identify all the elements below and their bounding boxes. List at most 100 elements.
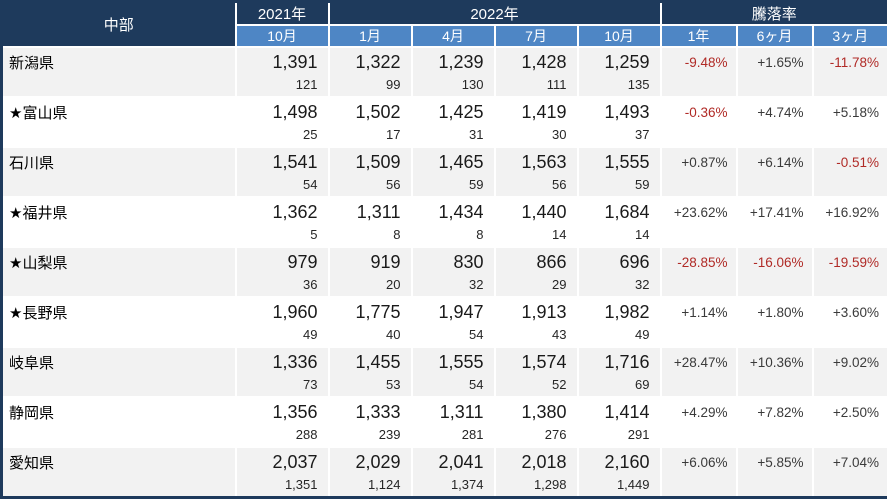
header-row-years: 中部 2021年 2022年 騰落率 — [2, 2, 887, 26]
price-value: 2,018 — [496, 448, 567, 476]
price-value: 1,336 — [237, 348, 318, 376]
price-subvalue: 17 — [330, 126, 401, 146]
change-percent-3mo: -0.51% — [813, 147, 887, 197]
table-row: ★福井県 1,362 5 1,311 8 1,434 8 1,440 14 1,… — [2, 197, 887, 247]
price-value: 1,982 — [579, 298, 650, 326]
price-subvalue: 40 — [330, 326, 401, 346]
price-subvalue: 43 — [496, 326, 567, 346]
change-percent-6mo: +1.65% — [737, 47, 813, 97]
price-subvalue: 14 — [579, 226, 650, 246]
price-subvalue: 54 — [413, 376, 484, 396]
price-subvalue: 73 — [237, 376, 318, 396]
prefecture-name: ★長野県 — [2, 297, 236, 347]
price-subvalue: 52 — [496, 376, 567, 396]
price-subvalue: 30 — [496, 126, 567, 146]
price-cell-2022-jan: 1,311 8 — [329, 197, 412, 247]
change-percent-6mo: +17.41% — [737, 197, 813, 247]
price-subvalue: 69 — [579, 376, 650, 396]
price-subvalue: 130 — [413, 76, 484, 96]
price-value: 1,434 — [413, 198, 484, 226]
price-cell-2022-jul: 1,440 14 — [495, 197, 578, 247]
change-percent-1yr: -28.85% — [661, 247, 737, 297]
change-percent-1yr: +4.29% — [661, 397, 737, 447]
price-value: 1,493 — [579, 98, 650, 126]
price-cell-2022-apr: 1,465 59 — [412, 147, 495, 197]
price-cell-2022-jul: 866 29 — [495, 247, 578, 297]
price-subvalue: 37 — [579, 126, 650, 146]
table-row: ★山梨県 979 36 919 20 830 32 866 29 696 32 … — [2, 247, 887, 297]
prefecture-name: ★富山県 — [2, 97, 236, 147]
price-value: 1,239 — [413, 48, 484, 76]
price-cell-2021-oct: 1,541 54 — [236, 147, 329, 197]
price-subvalue: 1,449 — [579, 476, 650, 496]
col-2022-apr: 4月 — [412, 25, 495, 47]
price-value: 1,455 — [330, 348, 401, 376]
price-subvalue: 49 — [579, 326, 650, 346]
price-cell-2021-oct: 1,498 25 — [236, 97, 329, 147]
price-subvalue: 276 — [496, 426, 567, 446]
price-subvalue: 49 — [237, 326, 318, 346]
change-percent-1yr: -0.36% — [661, 97, 737, 147]
price-cell-2021-oct: 1,336 73 — [236, 347, 329, 397]
price-value: 1,913 — [496, 298, 567, 326]
price-value: 1,311 — [413, 398, 484, 426]
price-cell-2021-oct: 979 36 — [236, 247, 329, 297]
col-2022-oct: 10月 — [578, 25, 661, 47]
price-value: 1,414 — [579, 398, 650, 426]
price-value: 1,555 — [413, 348, 484, 376]
price-subvalue: 59 — [413, 176, 484, 196]
change-percent-1yr: +23.62% — [661, 197, 737, 247]
price-value: 1,391 — [237, 48, 318, 76]
price-cell-2022-jan: 919 20 — [329, 247, 412, 297]
prefecture-name: 新潟県 — [2, 47, 236, 97]
price-cell-2022-jul: 1,380 276 — [495, 397, 578, 447]
price-cell-2022-jan: 1,333 239 — [329, 397, 412, 447]
price-cell-2022-jan: 1,509 56 — [329, 147, 412, 197]
prefecture-name: 石川県 — [2, 147, 236, 197]
price-value: 1,311 — [330, 198, 401, 226]
price-cell-2022-jan: 2,029 1,124 — [329, 447, 412, 498]
price-value: 1,428 — [496, 48, 567, 76]
table-row: 新潟県 1,391 121 1,322 99 1,239 130 1,428 1… — [2, 47, 887, 97]
price-value: 919 — [330, 248, 401, 276]
table-row: 石川県 1,541 54 1,509 56 1,465 59 1,563 56 … — [2, 147, 887, 197]
change-percent-6mo: +5.85% — [737, 447, 813, 498]
price-subvalue: 54 — [413, 326, 484, 346]
price-subvalue: 8 — [330, 226, 401, 246]
change-percent-1yr: +28.47% — [661, 347, 737, 397]
change-percent-3mo: -19.59% — [813, 247, 887, 297]
price-subvalue: 59 — [579, 176, 650, 196]
price-cell-2022-oct: 1,982 49 — [578, 297, 661, 347]
price-subvalue: 54 — [237, 176, 318, 196]
change-percent-1yr: +6.06% — [661, 447, 737, 498]
price-cell-2022-oct: 1,493 37 — [578, 97, 661, 147]
price-value: 2,160 — [579, 448, 650, 476]
price-subvalue: 1,124 — [330, 476, 401, 496]
change-percent-6mo: +10.36% — [737, 347, 813, 397]
col-change-1yr: 1年 — [661, 25, 737, 47]
price-subvalue: 1,351 — [237, 476, 318, 496]
price-value: 1,574 — [496, 348, 567, 376]
col-2021-oct: 10月 — [236, 25, 329, 47]
price-cell-2022-oct: 1,716 69 — [578, 347, 661, 397]
prefecture-name: 静岡県 — [2, 397, 236, 447]
price-cell-2022-jul: 1,419 30 — [495, 97, 578, 147]
price-value: 1,356 — [237, 398, 318, 426]
price-subvalue: 281 — [413, 426, 484, 446]
price-value: 1,947 — [413, 298, 484, 326]
price-subvalue: 56 — [330, 176, 401, 196]
price-value: 830 — [413, 248, 484, 276]
table-body: 新潟県 1,391 121 1,322 99 1,239 130 1,428 1… — [2, 47, 887, 498]
price-value: 1,509 — [330, 148, 401, 176]
change-percent-6mo: +6.14% — [737, 147, 813, 197]
table-header: 中部 2021年 2022年 騰落率 10月 1月 4月 7月 10月 1年 6… — [2, 2, 887, 48]
change-percent-1yr: +0.87% — [661, 147, 737, 197]
price-value: 1,498 — [237, 98, 318, 126]
price-cell-2021-oct: 1,362 5 — [236, 197, 329, 247]
change-percent-6mo: -16.06% — [737, 247, 813, 297]
price-cell-2022-apr: 1,555 54 — [412, 347, 495, 397]
price-cell-2022-jul: 1,563 56 — [495, 147, 578, 197]
price-value: 696 — [579, 248, 650, 276]
